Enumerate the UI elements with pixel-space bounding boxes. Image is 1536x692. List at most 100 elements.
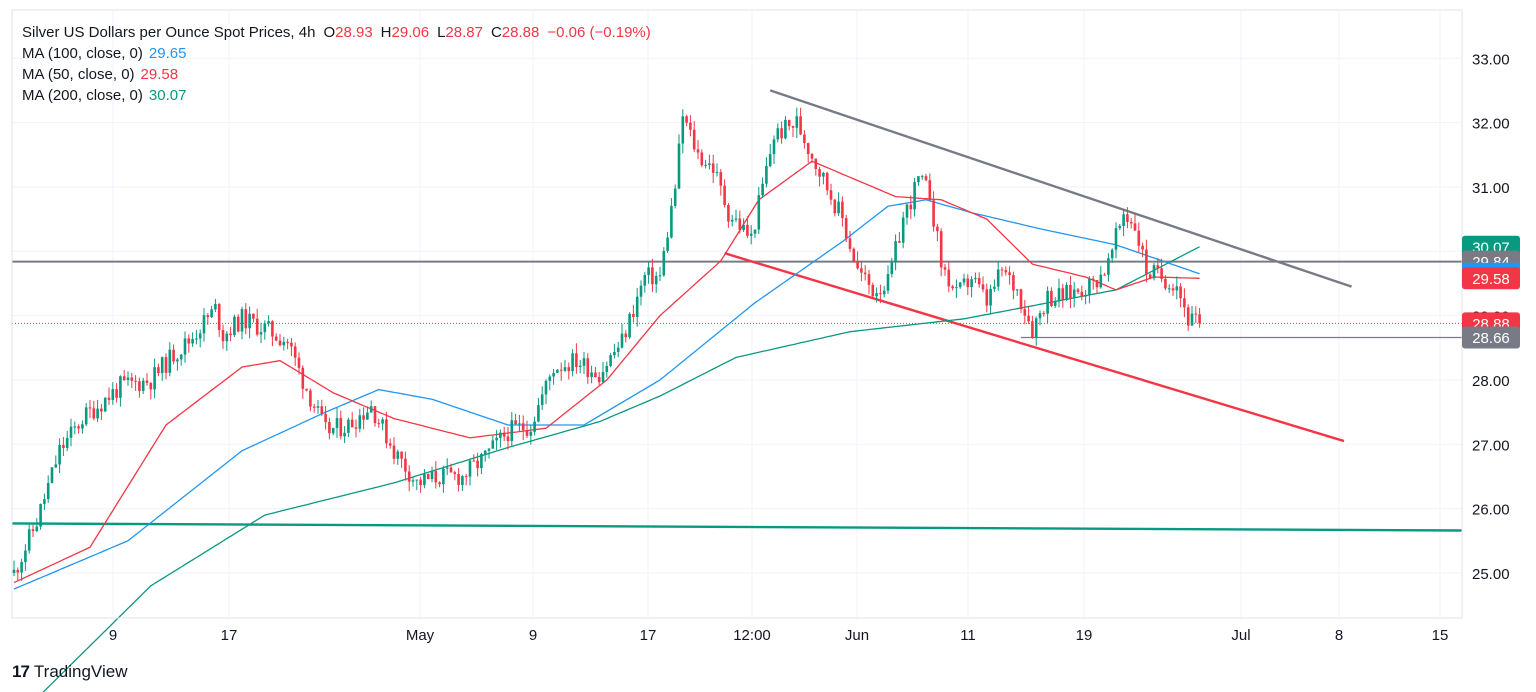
- candle-body: [1129, 221, 1133, 224]
- candle-body: [666, 237, 669, 252]
- ma100-label: MA (100, close, 0): [22, 45, 143, 62]
- candle-body: [1057, 288, 1061, 302]
- candle-body: [1160, 268, 1163, 279]
- candle-body: [662, 251, 666, 276]
- ma50-line: [13, 160, 1200, 584]
- candle-body: [711, 163, 715, 173]
- candle-body: [787, 119, 791, 127]
- candle-body: [727, 205, 730, 222]
- candle-body: [1164, 278, 1167, 289]
- candle-body: [898, 241, 901, 243]
- candle-body: [829, 190, 833, 200]
- candle-body: [772, 139, 776, 155]
- candle-body: [111, 389, 115, 400]
- candle-body: [936, 226, 939, 232]
- candle-body: [894, 241, 897, 263]
- candle-body: [1076, 289, 1080, 292]
- candle-body: [578, 365, 582, 368]
- candle-body: [533, 421, 536, 432]
- candle-body: [996, 269, 1000, 287]
- ohlc-low-label: L: [437, 24, 446, 41]
- candle-body: [548, 376, 552, 381]
- legend-ma50-row[interactable]: MA (50, close, 0) 29.58: [22, 64, 651, 85]
- candle-body: [1084, 294, 1087, 297]
- candle-body: [613, 351, 616, 356]
- candle-body: [635, 296, 639, 318]
- candle-body: [31, 529, 35, 532]
- legend-ma200-row[interactable]: MA (200, close, 0) 30.07: [22, 85, 651, 106]
- candle-body: [1046, 290, 1049, 314]
- candle-body: [366, 412, 369, 420]
- candle-body: [556, 369, 559, 373]
- ohlc-close-value: 28.88: [501, 24, 540, 41]
- candle-body: [867, 274, 871, 285]
- ohlc-high-value: 29.06: [391, 24, 430, 41]
- candle-body: [715, 172, 719, 174]
- candle-body: [647, 267, 650, 276]
- candle-body: [183, 338, 187, 355]
- candle-body: [810, 153, 814, 159]
- candle-body: [1171, 288, 1175, 291]
- y-tick-label: 26.00: [1472, 502, 1510, 519]
- candle-body: [780, 128, 783, 139]
- candle-body: [1133, 223, 1137, 231]
- candle-body: [559, 369, 563, 371]
- candle-body: [814, 158, 818, 170]
- ohlc-change: −0.06 (−0.19%): [547, 24, 651, 41]
- candle-body: [290, 342, 293, 347]
- candle-body: [248, 313, 251, 329]
- tradingview-brand[interactable]: 17 TradingView: [12, 662, 127, 682]
- candle-body: [1004, 270, 1008, 273]
- candle-body: [1091, 278, 1095, 280]
- ohlc-open-value: 28.93: [335, 24, 373, 41]
- candle-body: [92, 408, 96, 419]
- candle-body: [643, 275, 647, 286]
- candle-body: [107, 397, 111, 400]
- candle-body: [1069, 284, 1072, 299]
- candle-body: [1175, 286, 1179, 291]
- candle-body: [411, 480, 415, 482]
- candle-body: [255, 318, 259, 335]
- ma100-value: 29.65: [148, 45, 187, 62]
- candle-body: [753, 229, 757, 234]
- candle-body: [651, 267, 654, 285]
- candle-body: [582, 358, 586, 366]
- candle-body: [1061, 288, 1065, 300]
- candle-body: [305, 388, 308, 391]
- candle-body: [138, 381, 141, 391]
- candle-body: [670, 205, 673, 238]
- candle-body: [343, 432, 346, 437]
- candle-body: [1198, 314, 1201, 324]
- candle-body: [939, 231, 943, 268]
- candle-body: [586, 358, 590, 378]
- candle-body: [187, 338, 191, 344]
- candle-body: [719, 172, 723, 186]
- x-tick-label: 9: [109, 627, 117, 644]
- candle-body: [259, 332, 263, 335]
- candle-body: [928, 180, 932, 201]
- candle-body: [822, 172, 825, 177]
- price-tag: 28.66: [1462, 326, 1520, 349]
- candle-body: [480, 453, 483, 469]
- legend-ma100-row[interactable]: MA (100, close, 0) 29.65: [22, 43, 651, 64]
- candle-body: [1148, 274, 1152, 279]
- candle-body: [176, 359, 179, 362]
- candle-body: [145, 380, 149, 383]
- candle-body: [974, 277, 977, 280]
- candle-body: [491, 440, 495, 449]
- candle-body: [217, 303, 221, 331]
- candle-body: [65, 437, 69, 448]
- candle-body: [88, 407, 92, 409]
- y-tick-label: 25.00: [1472, 566, 1510, 583]
- x-tick-label: 19: [1076, 627, 1093, 644]
- candle-body: [518, 423, 521, 425]
- candle-body: [472, 460, 476, 462]
- candle-body: [73, 426, 77, 428]
- x-tick-label: 11: [960, 627, 976, 644]
- candle-body: [1053, 301, 1057, 306]
- candle-body: [620, 333, 624, 348]
- candle-body: [632, 313, 635, 318]
- candle-body: [757, 195, 761, 230]
- y-tick-label: 31.00: [1472, 180, 1510, 197]
